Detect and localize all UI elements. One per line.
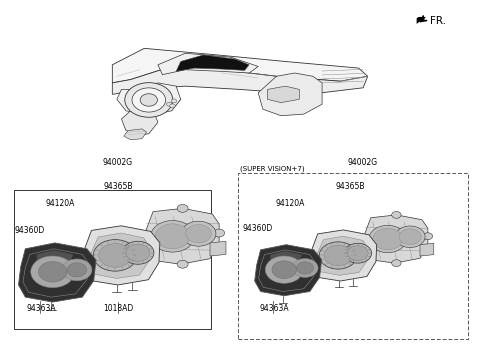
Circle shape	[369, 225, 407, 253]
Polygon shape	[316, 236, 368, 275]
Circle shape	[324, 245, 352, 266]
Polygon shape	[144, 208, 219, 264]
Text: 94360D: 94360D	[14, 226, 45, 235]
Text: 94363A: 94363A	[26, 304, 56, 313]
Polygon shape	[124, 129, 146, 140]
Circle shape	[265, 256, 303, 283]
Circle shape	[171, 99, 177, 103]
Polygon shape	[121, 109, 158, 135]
Circle shape	[292, 258, 318, 277]
Polygon shape	[19, 243, 96, 302]
Circle shape	[214, 229, 225, 237]
Polygon shape	[158, 53, 258, 75]
Text: 94002G: 94002G	[348, 158, 377, 167]
Circle shape	[181, 221, 216, 246]
Circle shape	[373, 228, 403, 250]
Circle shape	[319, 242, 357, 269]
Circle shape	[423, 233, 432, 239]
Text: 94002G: 94002G	[103, 158, 132, 167]
Bar	[238, 173, 468, 339]
Polygon shape	[210, 241, 226, 256]
Circle shape	[395, 226, 425, 247]
Polygon shape	[112, 48, 368, 83]
Bar	[14, 190, 211, 329]
Circle shape	[93, 239, 137, 271]
Polygon shape	[176, 55, 249, 71]
Circle shape	[122, 241, 154, 264]
Circle shape	[126, 244, 150, 261]
Polygon shape	[117, 83, 180, 116]
Circle shape	[360, 236, 370, 243]
Polygon shape	[270, 251, 302, 266]
Polygon shape	[83, 226, 160, 285]
Circle shape	[167, 102, 172, 106]
Circle shape	[151, 220, 194, 252]
Circle shape	[141, 233, 152, 240]
Polygon shape	[89, 233, 150, 279]
Text: 94363A: 94363A	[259, 304, 289, 313]
Circle shape	[297, 262, 313, 274]
Circle shape	[156, 224, 190, 249]
Circle shape	[170, 104, 175, 108]
Circle shape	[177, 260, 188, 268]
Polygon shape	[112, 66, 368, 94]
Circle shape	[399, 229, 421, 245]
Circle shape	[125, 83, 173, 117]
Text: FR.: FR.	[430, 16, 445, 26]
Circle shape	[67, 263, 86, 277]
Polygon shape	[255, 245, 322, 296]
Polygon shape	[267, 86, 300, 102]
Text: (SUPER VISION+7): (SUPER VISION+7)	[240, 165, 305, 172]
Circle shape	[392, 211, 401, 218]
Circle shape	[140, 94, 157, 106]
Polygon shape	[258, 73, 322, 116]
Circle shape	[348, 246, 368, 261]
Circle shape	[132, 88, 166, 112]
Circle shape	[392, 260, 401, 266]
Polygon shape	[363, 215, 428, 263]
Circle shape	[31, 256, 74, 288]
Text: 94365B: 94365B	[103, 182, 132, 191]
Polygon shape	[417, 17, 426, 24]
Polygon shape	[37, 250, 73, 267]
Text: 1018AD: 1018AD	[103, 304, 133, 313]
Circle shape	[62, 259, 92, 281]
Circle shape	[272, 261, 297, 279]
Text: 94360D: 94360D	[242, 224, 273, 233]
Circle shape	[38, 262, 67, 282]
Circle shape	[186, 225, 211, 243]
Text: 94120A: 94120A	[276, 199, 305, 208]
Text: 94120A: 94120A	[46, 199, 75, 208]
Text: 94365B: 94365B	[336, 182, 365, 191]
Polygon shape	[420, 243, 434, 256]
Circle shape	[177, 204, 188, 212]
Circle shape	[344, 243, 372, 263]
Circle shape	[99, 244, 132, 267]
Polygon shape	[310, 230, 377, 281]
